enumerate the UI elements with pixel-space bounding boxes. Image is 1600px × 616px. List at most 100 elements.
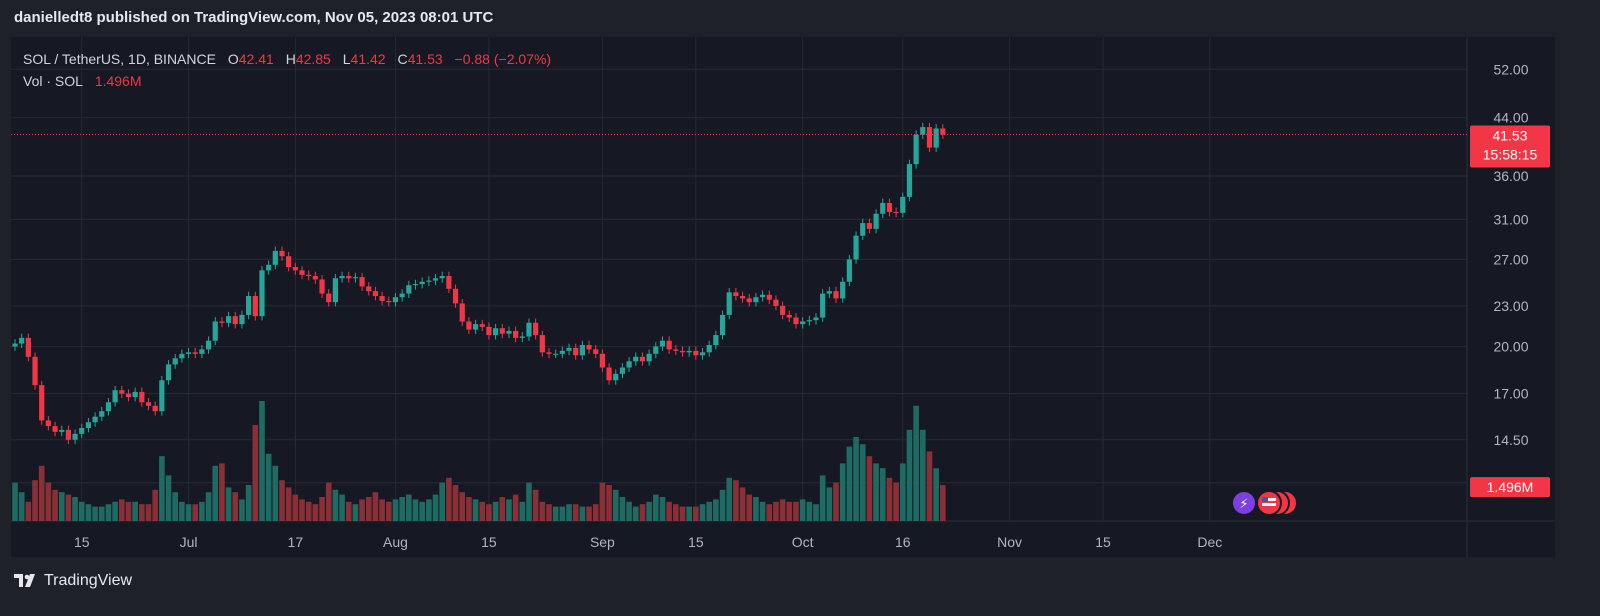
candle-body (419, 281, 425, 285)
candle-body (686, 350, 692, 353)
candle-body (412, 284, 419, 286)
x-tick-label: Oct (792, 534, 814, 550)
volume-bar (819, 475, 826, 521)
volume-bar (132, 501, 138, 521)
volume-bar (639, 504, 646, 521)
candle-body (699, 352, 706, 356)
volume-bar (65, 494, 72, 521)
volume-row: Vol · SOL 1.496M (23, 70, 551, 92)
candle-body (586, 345, 592, 350)
volume-bar (245, 485, 252, 521)
candle-body (332, 278, 338, 303)
volume-bar (886, 477, 893, 521)
last-price-value: 41.53 (1492, 127, 1527, 143)
footer: TradingView (14, 572, 132, 590)
volume-bar (265, 453, 272, 521)
tradingview-brand[interactable]: TradingView (44, 572, 133, 589)
candle-body (139, 391, 145, 403)
lightning-glyph: ⚡ (1239, 497, 1248, 512)
candle-body (466, 321, 472, 330)
volume-bar (285, 487, 292, 521)
volume-bar (920, 429, 926, 521)
volume-bar (779, 499, 786, 521)
candle-body (279, 250, 285, 257)
volume-bar (432, 494, 439, 521)
candle-body (92, 416, 98, 423)
volume-bar (292, 494, 299, 521)
candle-body (239, 314, 245, 325)
candle-body (426, 280, 432, 282)
candle-body (513, 330, 519, 338)
tradingview-logo-icon[interactable] (14, 574, 38, 588)
volume-bar (12, 482, 18, 521)
events-us-flag-icon[interactable] (1256, 490, 1282, 516)
volume-bar (539, 501, 546, 521)
candle-body (499, 328, 505, 334)
volume-bar (446, 477, 452, 521)
candle-body (599, 353, 605, 368)
volume-bar (139, 504, 145, 521)
volume-bar (299, 499, 305, 521)
candle-body (873, 213, 879, 229)
volume-bar (125, 501, 132, 521)
volume-bar (119, 499, 125, 521)
volume-bar (179, 501, 185, 521)
volume-bar (873, 463, 879, 521)
symbol-label[interactable]: SOL / TetherUS, 1D, BINANCE (23, 51, 216, 67)
candle-body (726, 292, 732, 315)
candle-body (926, 127, 933, 148)
candle-body (833, 291, 839, 299)
candle-body (85, 422, 92, 428)
candle-body (619, 367, 626, 374)
candle-body (152, 405, 158, 412)
candlestick-chart[interactable]: 52.00 44.00 36.00 31.00 27.00 23.00 20.00 17.00… (11, 37, 1555, 557)
candle-body (606, 367, 612, 381)
candle-body (713, 335, 719, 346)
volume-badge (1470, 477, 1550, 498)
chart-panel[interactable]: 52.00 44.00 36.00 31.00 27.00 23.00 20.00 17.00… (11, 37, 1555, 557)
candle-body (119, 390, 125, 394)
volume-bar (312, 504, 319, 521)
volume-bar (506, 499, 512, 521)
volume-bar (940, 485, 946, 521)
volume-bar (72, 497, 78, 521)
volume-label[interactable]: Vol · SOL (23, 73, 83, 89)
y-tick-label: 17.00 (1493, 386, 1528, 402)
candle-body (800, 321, 806, 325)
volume-bar (479, 501, 486, 521)
candle-body (733, 292, 739, 297)
volume-bar (753, 497, 759, 521)
volume-bar (192, 504, 199, 521)
candle-body (165, 364, 172, 381)
events-lightning-icon[interactable]: ⚡ (1231, 490, 1257, 516)
candle-body (439, 275, 445, 279)
candle-body (679, 350, 686, 353)
candle-body (32, 356, 38, 386)
volume-bar (592, 504, 599, 521)
candle-body (920, 127, 926, 135)
candle-body (813, 317, 819, 321)
volume-bar (532, 489, 539, 521)
volume-bar (806, 501, 813, 521)
x-tick-label: Dec (1197, 534, 1222, 550)
volume-bar (439, 482, 445, 521)
candle-body (132, 391, 138, 398)
candle-body (566, 347, 572, 351)
candle-body (259, 270, 265, 317)
candle-body (246, 296, 252, 315)
chart-legend: SOL / TetherUS, 1D, BINANCE O42.41 H42.8… (23, 48, 551, 92)
flag-stripe (1262, 498, 1276, 501)
volume-bar (746, 494, 753, 521)
volume-bar (899, 463, 906, 521)
volume-bar (519, 501, 526, 521)
candle-body (286, 256, 292, 268)
candle-body (753, 297, 759, 303)
volume-bar (759, 501, 766, 521)
y-tick-label: 36.00 (1493, 168, 1528, 184)
last-price-badge (1470, 125, 1550, 168)
volume-bar (459, 492, 466, 521)
volume-bar (846, 446, 853, 521)
candle-body (826, 291, 832, 294)
candle-body (272, 250, 278, 265)
candle-body (853, 235, 859, 260)
